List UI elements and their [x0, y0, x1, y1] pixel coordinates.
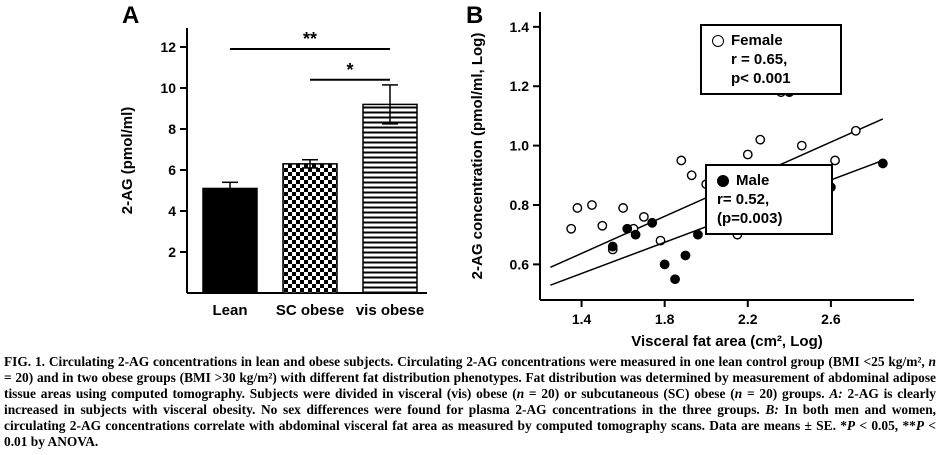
y-tick-label: 1.0: [510, 138, 530, 154]
x-tick-label: 2.6: [821, 311, 841, 327]
caption-segment: = 20) and in two obese groups (BMI >30 k…: [4, 369, 936, 401]
legend-male-p: (p=0.003): [717, 210, 783, 227]
significance-label: *: [346, 60, 353, 80]
caption-segment: n: [928, 354, 936, 369]
y-tick-label: 0.6: [510, 256, 530, 272]
female-marker-icon: [712, 34, 724, 47]
scatter-point-female: [566, 223, 577, 234]
scatter-point-female: [742, 149, 753, 160]
caption-segment: = 20) or subcutaneous (SC) obese (: [524, 385, 735, 401]
male-marker-icon: [717, 174, 729, 187]
caption-segment: P: [915, 417, 925, 433]
scatter-point-male: [630, 229, 641, 240]
x-tick-label: 2.2: [738, 311, 758, 327]
bar-2: [362, 103, 418, 294]
caption-segment: 2-AG is clearly increased in subjects wi…: [4, 385, 936, 417]
category-label: Lean: [212, 302, 247, 319]
y-tick-label: 1.4: [510, 19, 530, 35]
scatter-point-female: [638, 211, 649, 222]
y-axis-title: 2-AG concentration (pmol/ml, Log): [469, 33, 486, 280]
y-tick-label: 6: [168, 162, 176, 178]
panel-b-label: B: [466, 2, 484, 29]
significance-label: **: [303, 29, 317, 49]
x-tick-label: 1.4: [572, 311, 592, 327]
caption-segment: < 0.01 by ANOVA.: [4, 417, 936, 449]
y-tick-label: 2: [168, 244, 176, 260]
scatter-point-male: [659, 259, 670, 270]
caption-segment: FIG. 1. Circulating 2-AG concentrations …: [4, 354, 929, 369]
caption-segment: n: [516, 385, 525, 401]
scatter-point-female: [572, 203, 583, 213]
scatter-point-female: [686, 170, 697, 181]
scatter-point-male: [647, 217, 658, 228]
scatter-point-female: [587, 200, 597, 210]
legend-female: Female r = 0.65, p< 0.001: [700, 24, 842, 95]
y-tick-label: 0.8: [510, 197, 530, 213]
scatter-point-female: [618, 203, 629, 213]
bar-chart: 2 4 6 8 10 12 2-AG (pmol/ml) Lean SC obese vis ob…: [119, 28, 427, 319]
y-tick-label: 4: [168, 203, 176, 219]
caption-segment: = 20) groups.: [742, 385, 830, 401]
legend-female-p: p< 0.001: [731, 70, 791, 87]
x-tick-label: 1.8: [655, 311, 675, 327]
category-label: vis obese: [356, 302, 424, 319]
legend-male-name: Male: [736, 172, 770, 189]
y-tick-label: 10: [160, 80, 176, 96]
y-axis-title: 2-AG (pmol/ml): [119, 107, 136, 215]
scatter-point-female: [796, 140, 807, 151]
scatter-point-female: [597, 220, 608, 231]
scatter-point-male: [693, 229, 703, 240]
y-tick-label: 8: [168, 121, 176, 137]
caption-segment: In both men and women, circulating 2-AG …: [4, 401, 936, 433]
scatter-point-male: [670, 274, 680, 285]
figure-caption: FIG. 1. Circulating 2-AG concentrations …: [4, 354, 936, 449]
legend-male: Male r= 0.52, (p=0.003): [705, 164, 833, 235]
category-label: SC obese: [276, 302, 344, 319]
y-tick-label: 1.2: [510, 78, 530, 94]
caption-segment: n: [734, 385, 743, 401]
caption-segment: < 0.05, **: [855, 417, 916, 433]
scatter-point-female: [755, 134, 766, 145]
scatter-point-female: [850, 125, 861, 136]
caption-segment: P: [846, 417, 856, 433]
caption-segment: B:: [765, 401, 779, 417]
scatter-point-male: [622, 223, 633, 234]
legend-female-r: r = 0.65,: [731, 51, 788, 68]
caption-segment: A:: [829, 385, 843, 401]
scatter-point-female: [830, 155, 840, 166]
x-axis-title: Visceral fat area (cm², Log): [631, 333, 822, 350]
legend-female-name: Female: [731, 32, 783, 49]
scatter-point-female: [676, 155, 687, 166]
scatter-point-male: [680, 250, 691, 261]
bar-0: [202, 187, 258, 294]
panel-a-label: A: [122, 2, 140, 29]
legend-male-r: r= 0.52,: [717, 191, 770, 208]
y-tick-label: 12: [160, 39, 176, 55]
bar-1: [282, 163, 338, 294]
scatter-point-male: [607, 241, 618, 252]
scatter-point-male: [877, 158, 888, 169]
